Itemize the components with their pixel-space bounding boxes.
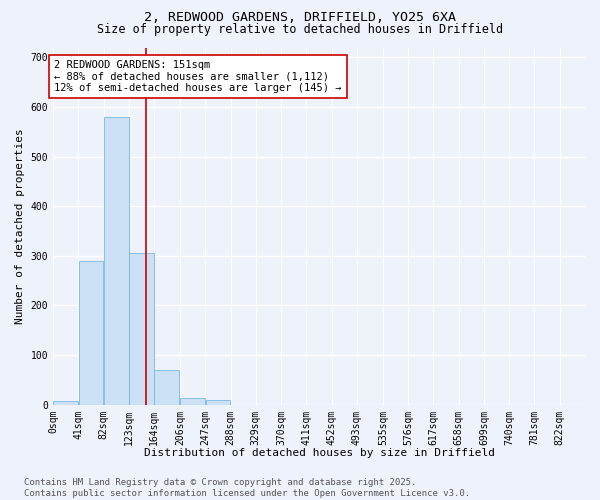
Y-axis label: Number of detached properties: Number of detached properties — [15, 128, 25, 324]
Text: Size of property relative to detached houses in Driffield: Size of property relative to detached ho… — [97, 22, 503, 36]
Bar — [79, 261, 103, 404]
X-axis label: Distribution of detached houses by size in Driffield: Distribution of detached houses by size … — [143, 448, 494, 458]
Bar — [129, 254, 154, 404]
Text: 2 REDWOOD GARDENS: 151sqm
← 88% of detached houses are smaller (1,112)
12% of se: 2 REDWOOD GARDENS: 151sqm ← 88% of detac… — [54, 60, 342, 93]
Bar — [154, 370, 179, 404]
Bar — [206, 400, 230, 404]
Bar — [53, 400, 78, 404]
Bar — [104, 117, 128, 405]
Text: Contains HM Land Registry data © Crown copyright and database right 2025.
Contai: Contains HM Land Registry data © Crown c… — [24, 478, 470, 498]
Bar — [181, 398, 205, 404]
Text: 2, REDWOOD GARDENS, DRIFFIELD, YO25 6XA: 2, REDWOOD GARDENS, DRIFFIELD, YO25 6XA — [144, 11, 456, 24]
